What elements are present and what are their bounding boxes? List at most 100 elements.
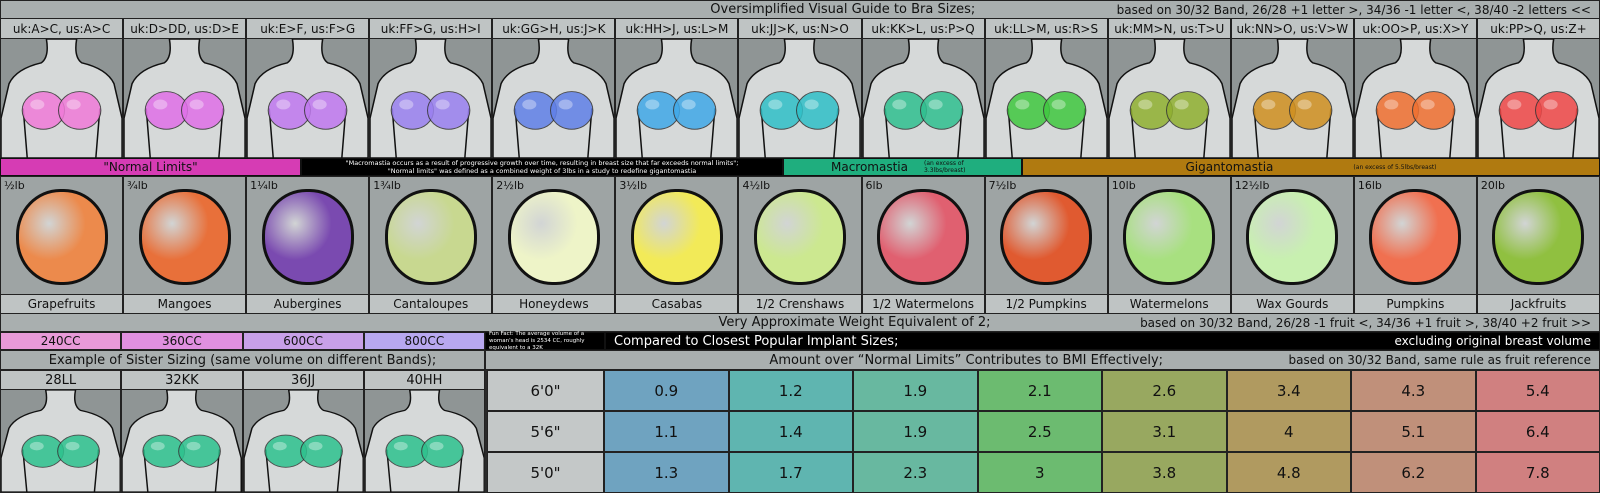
bmi-value: 3.8 <box>1102 452 1227 493</box>
fruit-card: 3½lb Casabas <box>615 176 739 314</box>
torso-illustration <box>364 390 484 492</box>
implant-size: 600CC <box>242 332 364 350</box>
fruit-card: 1¼lb Aubergines <box>246 176 370 314</box>
bmi-value: 1.9 <box>853 370 978 411</box>
fruit-icon <box>384 189 477 285</box>
fruit-name: Wax Gourds <box>1231 294 1353 313</box>
fruit-name: Grapefruits <box>1 294 123 313</box>
fruit-name: Jackfruits <box>1477 294 1599 313</box>
sister-size-illustration <box>363 389 485 493</box>
fruit-weight: 2½lb <box>496 179 524 192</box>
fruit-name: Pumpkins <box>1354 294 1476 313</box>
sister-size-label: 32KK <box>121 370 243 390</box>
page-title: Oversimplified Visual Guide to Bra Sizes… <box>710 2 976 17</box>
size-label: uk:KK>L, us:P>Q <box>861 18 985 39</box>
bmi-value: 1.9 <box>853 411 978 452</box>
bra-size-illustration <box>738 38 862 159</box>
bmi-note: based on 30/32 Band, same rule as fruit … <box>1288 353 1591 367</box>
fruit-icon <box>1246 189 1339 285</box>
sister-size-label: 28LL <box>0 370 122 390</box>
weight-note: based on 30/32 Band, 26/28 -1 fruit <, 3… <box>1140 315 1591 330</box>
torso-illustration <box>1354 39 1476 158</box>
torso-illustration <box>1231 39 1353 158</box>
torso-illustration <box>243 390 363 492</box>
size-label: uk:D>DD, us:D>E <box>123 18 247 39</box>
quote-band: "Macromastia occurs as a result of progr… <box>301 158 783 176</box>
title-note: based on 30/32 Band, 26/28 +1 letter >, … <box>1116 2 1591 17</box>
bmi-value: 1.3 <box>604 452 729 493</box>
normal-limits-band: "Normal Limits" <box>0 158 301 176</box>
bra-size-illustration <box>492 38 616 159</box>
bmi-value: 2.3 <box>853 452 978 493</box>
weight-heading: Very Approximate Weight Equivalent of 2; <box>718 315 991 330</box>
title-bar: Oversimplified Visual Guide to Bra Sizes… <box>0 0 1600 19</box>
size-label: uk:HH>J, us:L>M <box>615 18 739 39</box>
bra-size-illustration <box>1476 38 1600 159</box>
fruit-icon <box>1369 189 1462 285</box>
bra-size-illustration <box>615 38 739 159</box>
bmi-value: 4.3 <box>1351 370 1476 411</box>
weight-heading-bar: Very Approximate Weight Equivalent of 2;… <box>0 313 1600 332</box>
size-label: uk:OO>P, us:X>Y <box>1353 18 1477 39</box>
macromastia-band: Macromastia (an excess of 3.3lbs/breast) <box>783 158 1022 176</box>
bmi-value: 3.4 <box>1226 370 1351 411</box>
torso-illustration <box>862 39 984 158</box>
fruit-weight: 7½lb <box>988 179 1017 192</box>
gigantomastia-note: (an excess of 5.5lbs/breast) <box>1353 163 1437 171</box>
bmi-value: 2.5 <box>977 411 1102 452</box>
fruit-weight: 6lb <box>865 179 883 192</box>
bmi-value: 4 <box>1226 411 1351 452</box>
torso-illustration <box>1 39 123 158</box>
fruit-icon <box>753 189 846 285</box>
fruit-card: 2½lb Honeydews <box>492 176 616 314</box>
fruit-weight: 10lb <box>1111 179 1136 192</box>
bmi-value: 5.4 <box>1475 370 1600 411</box>
fruit-card: 7½lb 1/2 Pumpkins <box>984 176 1108 314</box>
fruit-name: Mangoes <box>124 294 246 313</box>
fruit-weight: 20lb <box>1480 179 1505 192</box>
bmi-value: 3.1 <box>1102 411 1227 452</box>
fruit-card: 10lb Watermelons <box>1107 176 1231 314</box>
fruit-card: 12½lb Wax Gourds <box>1230 176 1354 314</box>
bra-size-illustration <box>984 38 1108 159</box>
bmi-value: 4.8 <box>1226 452 1351 493</box>
fruit-weight: 16lb <box>1357 179 1382 192</box>
torso-illustration <box>247 39 369 158</box>
torso-illustration <box>616 39 738 158</box>
fruit-icon <box>1123 189 1216 285</box>
fruit-icon <box>261 189 354 285</box>
torso-illustration <box>1 390 121 492</box>
fruit-icon <box>1000 189 1093 285</box>
size-label: uk:MM>N, us:T>U <box>1107 18 1231 39</box>
fruit-weight: 1¼lb <box>250 179 278 192</box>
size-label: uk:PP>Q, us:Z+ <box>1476 18 1600 39</box>
bmi-value: 3 <box>977 452 1102 493</box>
normal-limits-label: "Normal Limits" <box>103 160 198 174</box>
fruit-icon <box>630 189 723 285</box>
implant-size: 240CC <box>0 332 122 350</box>
fruit-name: Watermelons <box>1108 294 1230 313</box>
fruit-icon <box>1492 189 1585 285</box>
bmi-value: 2.1 <box>977 370 1102 411</box>
fruit-icon <box>15 189 108 285</box>
bmi-value: 5.1 <box>1351 411 1476 452</box>
fruit-weight: 12½lb <box>1234 179 1270 192</box>
implant-size: 360CC <box>121 332 243 350</box>
fun-fact-text: Fun Fact: The average volume of a woman'… <box>489 330 585 351</box>
implant-note: excluding original breast volume <box>1394 334 1591 348</box>
bra-size-illustration <box>861 38 985 159</box>
torso-illustration <box>985 39 1107 158</box>
fun-fact: Fun Fact: The average volume of a woman'… <box>485 330 605 351</box>
fruit-icon <box>138 189 231 285</box>
bra-size-illustration <box>1107 38 1231 159</box>
fruit-name: 1/2 Crenshaws <box>739 294 861 313</box>
size-label: uk:GG>H, us:J>K <box>492 18 616 39</box>
fruit-card: 4½lb 1/2 Crenshaws <box>738 176 862 314</box>
gigantomastia-band: Gigantomastia (an excess of 5.5lbs/breast… <box>1022 158 1600 176</box>
fruit-name: Cantaloupes <box>370 294 492 313</box>
size-label: uk:FF>G, us:H>I <box>369 18 493 39</box>
macromastia-label: Macromastia <box>830 160 908 174</box>
fruit-card: 6lb 1/2 Watermelons <box>861 176 985 314</box>
bra-size-illustration <box>123 38 247 159</box>
gigantomastia-label: Gigantomastia <box>1185 160 1274 174</box>
